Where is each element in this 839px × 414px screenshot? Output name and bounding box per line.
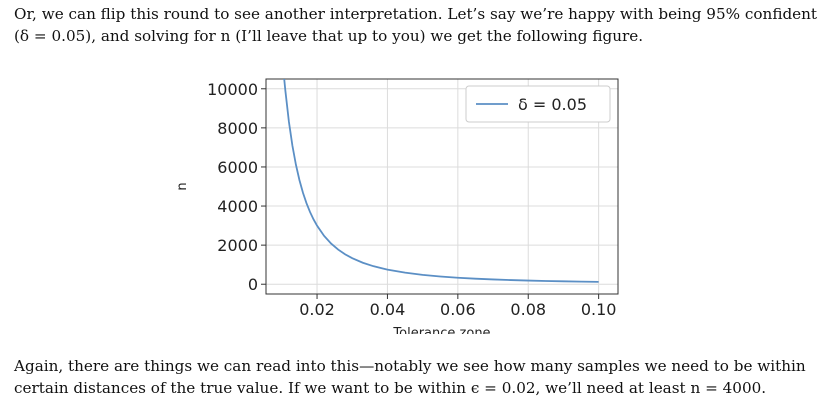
x-tick-label: 0.06 <box>440 300 476 319</box>
x-tick-label: 0.10 <box>581 300 617 319</box>
plot-frame <box>265 78 619 295</box>
sample-size-chart: 0.02 0.04 0.06 0.08 0.10 0 2000 4000 6000 8000 100… <box>175 78 619 334</box>
axes <box>261 78 619 299</box>
grid-lines <box>266 79 618 294</box>
x-tick-label: 0.08 <box>510 300 546 319</box>
y-tick-label: 10000 <box>207 80 258 99</box>
y-axis-label: n <box>175 182 190 190</box>
y-tick-label: 0 <box>248 275 258 294</box>
legend-box <box>465 85 611 123</box>
legend-label: δ = 0.05 <box>518 95 587 114</box>
y-tick-label: 8000 <box>217 119 258 138</box>
x-tick-label: 0.02 <box>299 300 335 319</box>
x-tick-label: 0.04 <box>370 300 406 319</box>
paragraph-intro: Or, we can flip this round to see anothe… <box>14 5 818 45</box>
x-axis-label: Tolerance zone <box>392 326 490 334</box>
tick-labels: 0.02 0.04 0.06 0.08 0.10 0 2000 4000 6000 8000 100… <box>207 80 616 319</box>
legend: δ = 0.05 <box>465 85 611 123</box>
y-tick-label: 2000 <box>217 236 258 255</box>
series-lines <box>283 79 599 283</box>
y-tick-label: 4000 <box>217 197 258 216</box>
series-line <box>283 79 599 283</box>
y-tick-label: 6000 <box>217 158 258 177</box>
paragraph-conclusion: Again, there are things we can read into… <box>14 357 806 397</box>
